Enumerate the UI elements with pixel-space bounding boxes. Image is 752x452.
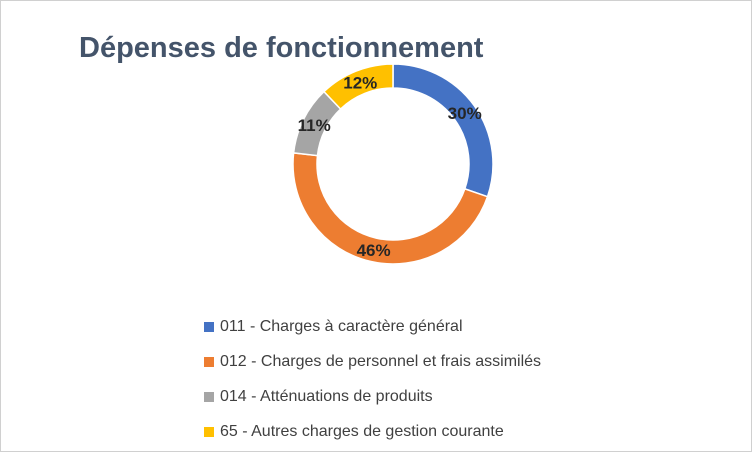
legend-swatch [204,426,214,437]
donut-slice [322,63,394,111]
legend-label: 014 - Atténuations de produits [220,387,433,405]
legend: 011 - Charges à caractère général 012 - … [204,309,541,449]
legend-swatch [204,391,214,402]
legend-label: 65 - Autres charges de gestion courante [220,422,504,440]
legend-item: 65 - Autres charges de gestion courante [204,414,541,449]
legend-swatch [204,356,214,367]
legend-item: 012 - Charges de personnel et frais assi… [204,344,541,379]
donut-slice [392,63,494,198]
data-label: 11% [298,116,331,135]
legend-label: 012 - Charges de personnel et frais assi… [220,352,542,370]
legend-item: 011 - Charges à caractère général [204,309,541,344]
donut-chart: 30% 46% 11% 12% [292,63,494,265]
data-label: 30% [448,104,482,123]
data-label: 46% [357,241,391,260]
donut-slice [292,152,489,265]
legend-item: 014 - Atténuations de produits [204,379,541,414]
legend-swatch [204,321,214,332]
legend-label: 011 - Charges à caractère général [220,317,463,335]
data-label: 12% [343,73,377,92]
chart-title: Dépenses de fonctionnement [79,32,484,64]
